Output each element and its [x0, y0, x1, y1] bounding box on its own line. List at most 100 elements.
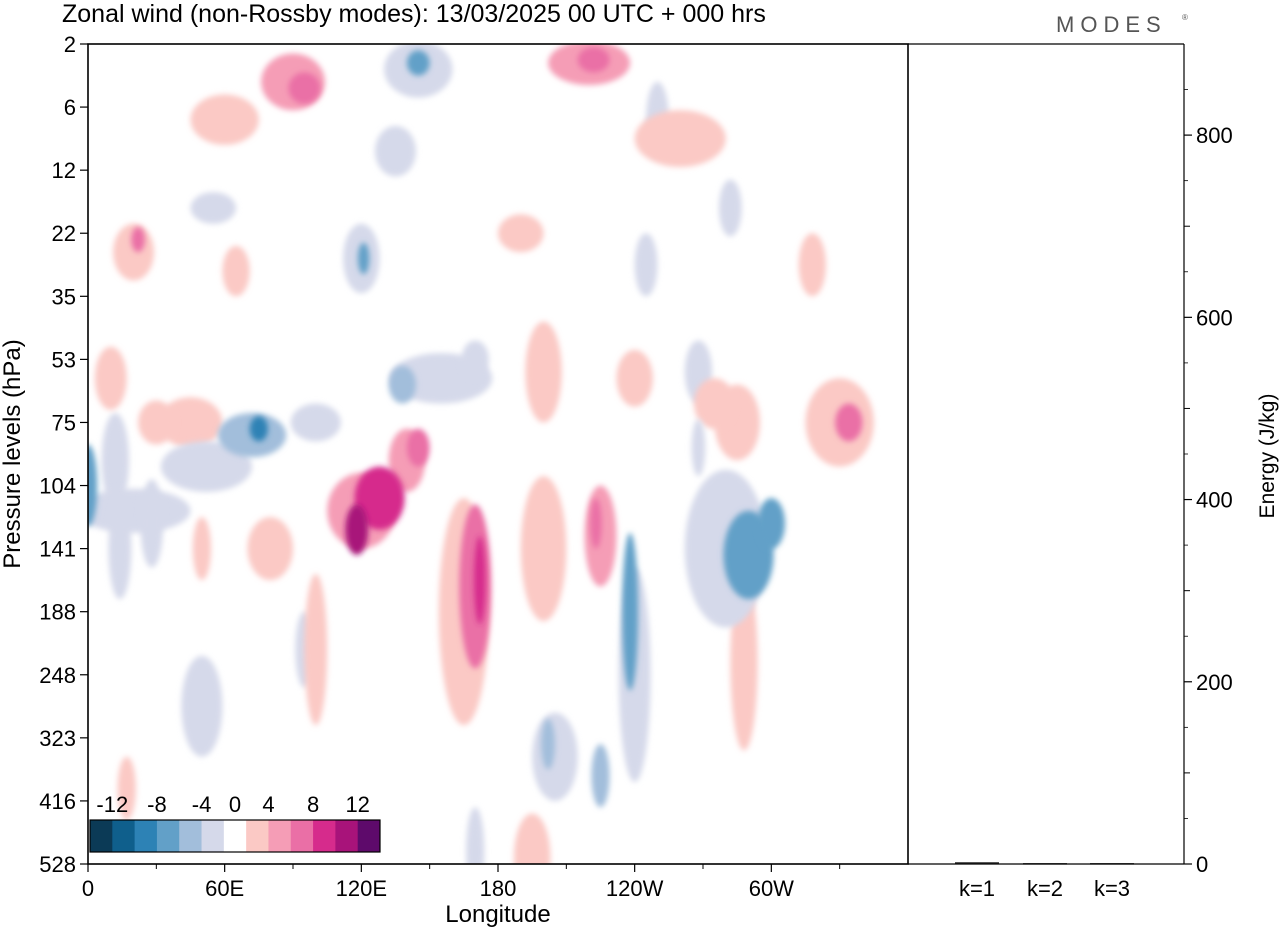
energy-bars: k=1 k=2 k=3: [955, 862, 1134, 901]
heatmap-blob: [591, 744, 610, 808]
heatmap-blob: [160, 441, 252, 492]
colorbar-swatch: [223, 820, 247, 852]
heatmap-blob: [192, 517, 211, 581]
energy-bar-label: k=2: [1027, 876, 1063, 901]
heatmap-blob: [94, 346, 127, 410]
colorbar-tick-label: 12: [345, 792, 369, 817]
y-tick-label: 416: [39, 789, 76, 814]
colorbar-tick-label: 0: [229, 792, 241, 817]
heatmap-blob: [798, 233, 826, 297]
heatmap-blob: [525, 321, 562, 423]
heatmap-blob: [108, 498, 132, 600]
heatmap-blob: [622, 532, 639, 691]
y-tick-label: 2: [64, 32, 76, 57]
heatmap-blob: [577, 47, 610, 73]
energy-bar: [955, 862, 999, 864]
heatmap-blob: [520, 476, 567, 622]
y-tick-label: 35: [52, 284, 76, 309]
x-tick-label: 120E: [336, 876, 387, 901]
colorbar-tick-label: -12: [96, 792, 128, 817]
heatmap-blob: [345, 504, 369, 555]
heatmap-blob: [498, 214, 544, 253]
heatmap-blob: [140, 479, 164, 568]
heatmap-blob: [357, 242, 370, 275]
heatmap-blob: [532, 712, 578, 801]
y-tick-label: 528: [39, 852, 76, 877]
heatmap-blob: [693, 378, 735, 429]
colorbar-swatch: [156, 820, 180, 852]
pressure-axis: 2 6 12 22 35 53 75 104 141 188 248 323 416 528: [39, 32, 88, 877]
x-tick-label: 60W: [749, 876, 794, 901]
y-tick-label: 248: [39, 663, 76, 688]
colorbar-swatch: [290, 820, 314, 852]
heatmap-blob: [290, 403, 341, 442]
heatmap-blob: [181, 655, 223, 757]
heatmap-blob: [757, 498, 785, 549]
y-tick-label: 12: [52, 158, 76, 183]
heatmap-blob: [541, 718, 555, 770]
heatmap-frame: [87, 43, 909, 865]
heatmap-blob: [375, 126, 416, 177]
colorbar-swatch: [246, 820, 269, 852]
heatmap-blob: [461, 340, 489, 379]
y-tick-label: 75: [52, 410, 76, 435]
colorbar-tick-label: -4: [192, 792, 212, 817]
heatmap-blob: [590, 498, 602, 549]
x-tick-label: 60E: [205, 876, 244, 901]
longitude-axis: 0 60E 120E 180 120W 60W: [82, 864, 841, 901]
heatmap-blob: [88, 444, 98, 527]
heatmap-blob: [117, 756, 136, 820]
heatmap-blob: [616, 349, 653, 407]
y-tick-label: 22: [52, 221, 76, 246]
heatmap-blob: [406, 428, 430, 467]
energy-bar-label: k=3: [1094, 876, 1130, 901]
x-tick-label: 180: [480, 876, 517, 901]
modes-logo-registered-mark: ®: [1182, 13, 1188, 22]
colorbar-tick-label: 4: [262, 792, 274, 817]
y-tick-label: 6: [64, 95, 76, 120]
energy-tick-label: 400: [1196, 488, 1233, 513]
heatmap-blob: [249, 416, 268, 442]
x-tick-label: 0: [82, 876, 94, 901]
heatmap-blob: [247, 517, 293, 581]
heatmap-blob: [634, 233, 658, 297]
energy-bar-label: k=1: [959, 876, 995, 901]
heatmap-blob: [304, 573, 328, 726]
energy-tick-label: 0: [1196, 852, 1208, 877]
heatmap-blob: [138, 400, 175, 445]
colorbar-swatch: [134, 820, 158, 852]
colorbar-swatch: [335, 820, 359, 852]
colorbar-swatch: [112, 820, 136, 852]
heatmap-blob: [354, 466, 405, 530]
heatmap-blob: [222, 245, 250, 297]
chart-title: Zonal wind (non-Rossby modes): 13/03/202…: [62, 0, 766, 28]
y-tick-label: 141: [39, 537, 76, 562]
heatmap-blob: [101, 413, 129, 508]
energy-axis: 0 200 400 600 800: [1184, 89, 1233, 877]
heatmap-blob: [513, 813, 551, 864]
colorbar-swatch: [313, 820, 336, 852]
energy-tick-label: 600: [1196, 305, 1233, 330]
heatmap-blob: [406, 50, 430, 76]
energy-tick-label: 200: [1196, 670, 1233, 695]
heatmap-blob: [474, 536, 486, 625]
energy-axis-label: Energy (J/kg): [1256, 394, 1279, 519]
heatmap-blob: [718, 179, 742, 237]
y-tick-label: 104: [39, 474, 76, 499]
heatmap-blob: [288, 72, 321, 104]
heatmap-blob: [691, 419, 706, 477]
x-axis-label: Longitude: [445, 901, 550, 928]
colorbar-tick-label: -8: [147, 792, 167, 817]
heatmap-blob: [835, 403, 863, 442]
y-tick-label: 188: [39, 600, 76, 625]
energy-tick-label: 800: [1196, 123, 1233, 148]
x-tick-label: 120W: [606, 876, 664, 901]
colorbar-swatch: [201, 820, 225, 852]
heatmap-layer: [88, 44, 874, 864]
colorbar-tick-label: 8: [307, 792, 319, 817]
heatmap-blob: [466, 807, 485, 864]
heatmap-blob: [131, 226, 145, 253]
colorbar-swatch: [357, 820, 381, 852]
colorbar-frame: [89, 819, 381, 853]
